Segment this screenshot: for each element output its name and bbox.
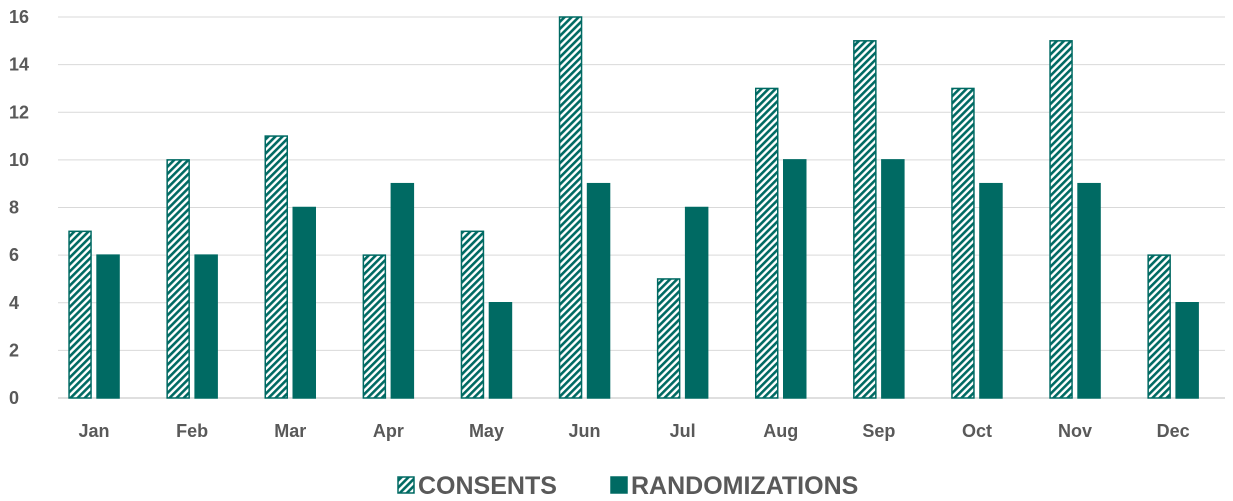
legend-label-randomizations: RANDOMIZATIONS	[631, 472, 858, 496]
x-tick-label: Nov	[1058, 421, 1092, 441]
bar-randomizations-sep	[881, 159, 905, 399]
legend-label-consents: CONSENTS	[418, 472, 557, 496]
legend-swatch-randomizations	[610, 476, 628, 494]
x-tick-label: Mar	[274, 421, 306, 441]
bar-randomizations-jun	[586, 182, 611, 399]
y-axis-ticks: 0 2 4 6 8 10 12 14 16	[9, 7, 29, 408]
gridlines	[58, 16, 1225, 399]
bar-consents-may	[460, 230, 485, 399]
bar-consents-feb	[166, 159, 190, 399]
y-tick-label: 12	[9, 102, 29, 122]
x-tick-label: May	[469, 421, 504, 441]
bar-randomizations-may	[488, 302, 513, 399]
bar-randomizations-mar	[292, 206, 316, 399]
x-tick-label: Apr	[373, 421, 404, 441]
y-tick-label: 14	[9, 55, 29, 75]
bar-randomizations-nov	[1077, 182, 1101, 399]
x-tick-label: Sep	[862, 421, 895, 441]
y-tick-label: 0	[9, 388, 19, 408]
y-tick-label: 8	[9, 198, 19, 218]
bar-consents-jan	[68, 230, 92, 399]
bars	[68, 16, 1199, 399]
bar-randomizations-oct	[979, 182, 1003, 399]
bar-consents-mar	[264, 135, 288, 399]
y-tick-label: 4	[9, 293, 19, 313]
bar-consents-nov	[1049, 40, 1073, 399]
bar-randomizations-apr	[390, 182, 415, 399]
bar-randomizations-feb	[194, 254, 218, 399]
bar-randomizations-jan	[96, 254, 120, 399]
bar-consents-jun	[558, 16, 583, 399]
x-tick-label: Jun	[569, 421, 601, 441]
y-tick-label: 10	[9, 150, 29, 170]
y-tick-label: 2	[9, 340, 19, 360]
x-tick-label: Feb	[176, 421, 208, 441]
legend: CONSENTS RANDOMIZATIONS	[397, 472, 858, 500]
bar-randomizations-dec	[1175, 302, 1199, 399]
legend-swatch-consents	[397, 476, 415, 494]
x-tick-label: Jan	[79, 421, 110, 441]
x-axis-ticks: Jan Feb Mar Apr May Jun Jul Aug Sep Oct Nov Dec	[79, 421, 1190, 441]
bar-consents-aug	[755, 87, 779, 399]
bar-consents-apr	[362, 254, 387, 399]
x-tick-label: Dec	[1157, 421, 1190, 441]
bar-consents-oct	[951, 87, 975, 399]
bar-consents-sep	[853, 40, 877, 399]
y-tick-label: 6	[9, 245, 19, 265]
bar-consents-dec	[1147, 254, 1171, 399]
x-tick-label: Oct	[962, 421, 992, 441]
x-tick-label: Jul	[670, 421, 696, 441]
x-tick-label: Aug	[763, 421, 798, 441]
y-tick-label: 16	[9, 7, 29, 27]
bar-randomizations-aug	[783, 159, 807, 399]
bar-randomizations-jul	[684, 206, 709, 399]
bar-consents-jul	[656, 278, 681, 399]
